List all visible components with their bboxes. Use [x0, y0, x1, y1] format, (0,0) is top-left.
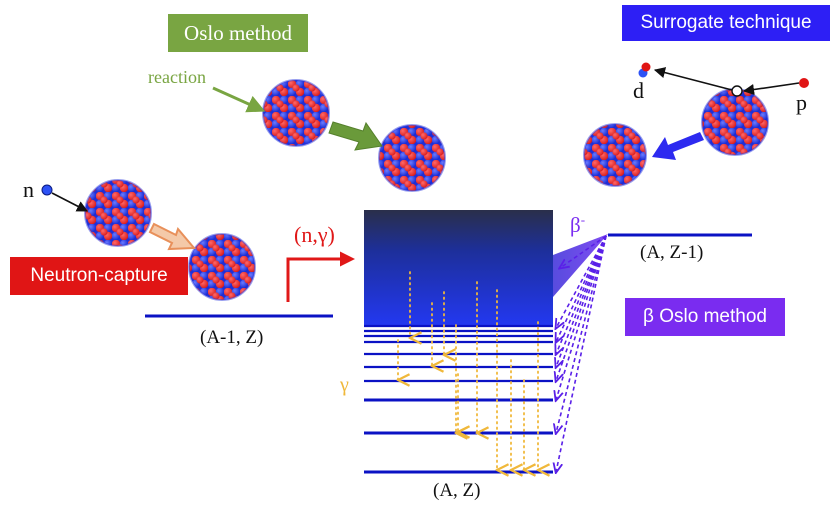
beta-feeding-transitions [556, 235, 607, 472]
oslo-method-label: Oslo method [168, 14, 308, 52]
neutron-text: n [23, 177, 34, 202]
deuteron-proton [641, 62, 651, 72]
neutron-particle [41, 184, 53, 196]
beta-feeding-transition [556, 235, 607, 328]
beta-minus-symbol: β [570, 213, 581, 237]
neutron-capture-label: Neutron-capture [10, 257, 188, 295]
surrogate-transfer-arrow [652, 132, 704, 160]
beta-feeding-transition [560, 235, 607, 268]
beta-feeding-transition [556, 235, 607, 381]
gamma-transitions [398, 271, 538, 470]
reaction-arrow [212, 86, 266, 113]
beta-feeding-transition [556, 235, 607, 342]
level-a-minus-1-z-text: (A-1, Z) [200, 327, 264, 348]
level-a-z-minus-1-text: (A, Z-1) [640, 242, 704, 263]
n-gamma-arrow [286, 251, 355, 302]
proton-arrow [742, 82, 800, 96]
oslo-transfer-arrow [328, 121, 383, 151]
proton-particle [799, 78, 809, 88]
beta-minus-superscript: - [580, 212, 586, 227]
beta-decay-fan [553, 234, 608, 297]
nucleus-surrogate-target [701, 88, 769, 156]
surrogate-technique-label: Surrogate technique [622, 5, 830, 41]
nucleus-surrogate-compound [583, 123, 647, 187]
beta-feeding-transition [556, 235, 607, 472]
beta-oslo-method-label: β Oslo method [625, 298, 785, 336]
nucleus-neutron-compound [188, 233, 256, 301]
pickup-vertex [731, 85, 743, 97]
beta-feeding-transition [556, 235, 607, 433]
gamma-text: γ [340, 374, 349, 396]
neutron-arrow [51, 192, 88, 212]
nucleus-neutron-target [84, 179, 152, 247]
nucleus-oslo-target [262, 79, 330, 147]
beta-minus-text: β- [570, 212, 585, 238]
neutron-transfer-arrow [148, 222, 197, 251]
proton-text: p [796, 90, 807, 115]
deuteron-arrow [653, 67, 733, 91]
n-gamma-text: (n,γ) [294, 222, 335, 247]
nucleus-oslo-compound [378, 124, 446, 192]
discrete-levels [364, 324, 553, 474]
continuum-region [364, 210, 553, 325]
reaction-text: reaction [148, 67, 206, 87]
beta-feeding-transition [556, 235, 607, 400]
level-a-z-text: (A, Z) [433, 480, 481, 501]
deuteron-text: d [633, 78, 644, 103]
